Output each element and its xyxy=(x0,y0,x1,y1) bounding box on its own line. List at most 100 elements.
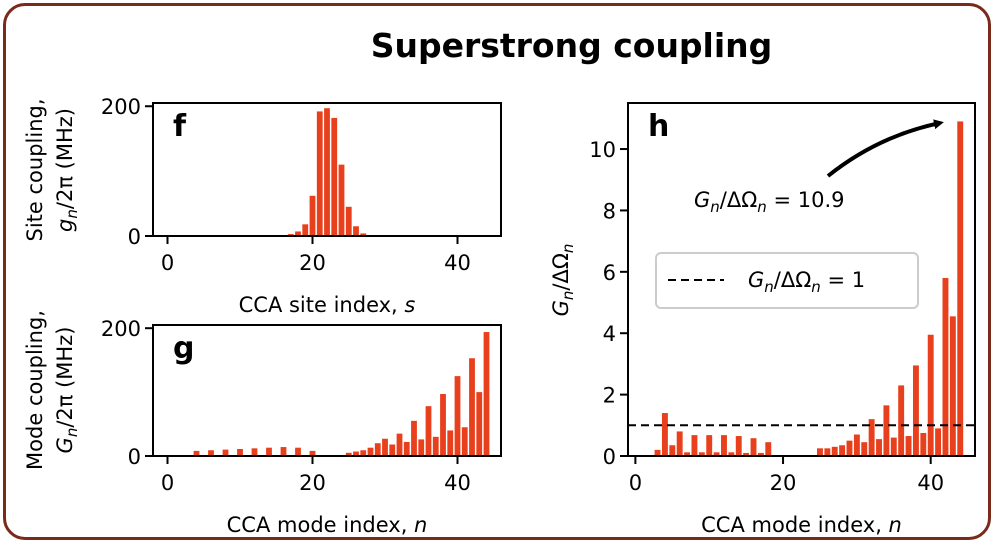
bar-h-7 xyxy=(684,452,691,456)
x-tick-label: 0 xyxy=(161,251,174,275)
x-tick-label: 20 xyxy=(299,471,326,495)
bar-g-41 xyxy=(461,427,468,456)
bar-g-12 xyxy=(251,448,258,456)
legend-box xyxy=(655,252,919,309)
x-tick-label: 0 xyxy=(161,471,174,495)
y-axis-label: Gn/ΔΩn xyxy=(549,244,577,317)
bar-h-3 xyxy=(654,449,661,456)
bar-g-27 xyxy=(360,450,367,456)
legend: Gn/ΔΩn = 1 xyxy=(655,252,919,309)
bar-g-25 xyxy=(345,452,352,456)
y-tick-label: 0 xyxy=(128,225,141,249)
panel-g: 0 20 40 0 200 g CCA mode index, n xyxy=(101,317,502,537)
panel-f: 0 20 40 0 200 f CCA site index, s xyxy=(101,95,502,317)
bar-h-36 xyxy=(898,385,905,456)
axes-frame-h xyxy=(627,102,976,457)
bar-f-26 xyxy=(353,226,359,236)
bar-f-22 xyxy=(324,108,330,236)
bar-g-10 xyxy=(237,448,243,456)
bar-h-28 xyxy=(839,445,846,456)
bar-g-43 xyxy=(476,392,483,456)
bar-h-26 xyxy=(824,448,831,456)
bar-h-40 xyxy=(927,334,934,456)
bar-f-24 xyxy=(338,164,345,236)
bar-h-42 xyxy=(942,277,949,456)
bar-h-25 xyxy=(817,448,823,456)
bar-h-18 xyxy=(765,442,772,456)
bar-f-20 xyxy=(309,195,316,236)
bar-f-18 xyxy=(295,231,301,236)
bar-h-8 xyxy=(691,435,698,456)
x-axis-label: CCA mode index, n xyxy=(227,513,428,537)
bar-g-29 xyxy=(374,443,381,456)
bar-h-11 xyxy=(713,452,720,456)
bar-g-4 xyxy=(193,450,200,456)
panel-label-g: g xyxy=(173,331,194,366)
y-tick-label: 0 xyxy=(128,445,141,469)
bar-h-34 xyxy=(883,405,890,456)
bar-g-44 xyxy=(483,332,490,456)
bar-g-32 xyxy=(396,433,403,456)
y-tick-label: 2 xyxy=(603,384,616,408)
bar-h-15 xyxy=(743,452,750,456)
bar-h-35 xyxy=(890,437,897,456)
y-axis-label-line2: Gn/2π (MHz) xyxy=(53,327,81,454)
bar-h-29 xyxy=(846,440,853,456)
bar-h-30 xyxy=(853,434,860,456)
x-tick-label: 20 xyxy=(770,471,797,495)
x-tick-label: 40 xyxy=(917,471,944,495)
bar-h-13 xyxy=(728,452,735,456)
bar-h-14 xyxy=(735,436,742,456)
axes-frame-f xyxy=(152,102,502,237)
y-tick-label: 200 xyxy=(101,317,141,341)
bar-h-10 xyxy=(706,435,713,456)
bar-h-27 xyxy=(831,446,838,456)
bar-h-38 xyxy=(912,365,919,456)
bar-g-28 xyxy=(367,447,374,456)
bar-g-40 xyxy=(454,376,461,456)
y-tick-label: 8 xyxy=(603,199,616,223)
bar-g-33 xyxy=(403,441,410,456)
y-tick-label: 6 xyxy=(603,261,616,285)
panel-label-h: h xyxy=(648,109,669,144)
bar-h-17 xyxy=(757,452,764,456)
y-tick-label: 4 xyxy=(603,322,616,346)
bar-f-23 xyxy=(331,117,338,236)
bar-h-5 xyxy=(669,445,676,456)
bar-g-8 xyxy=(222,449,229,456)
bar-h-43 xyxy=(949,316,956,456)
x-tick-label: 0 xyxy=(629,471,642,495)
bar-h-39 xyxy=(920,432,927,456)
bar-g-30 xyxy=(382,438,388,456)
y-axis-label-line2: gn/2π (MHz) xyxy=(53,108,81,232)
bar-g-35 xyxy=(418,439,425,456)
x-axis-label: CCA mode index, n xyxy=(701,513,902,537)
y-tick-label: 10 xyxy=(589,138,616,162)
x-tick-label: 40 xyxy=(444,471,471,495)
bar-h-31 xyxy=(861,442,868,456)
bar-h-9 xyxy=(698,452,705,456)
bar-g-37 xyxy=(432,436,439,456)
bar-h-44 xyxy=(957,121,964,456)
y-tick-label: 200 xyxy=(101,95,141,119)
bar-g-42 xyxy=(469,358,475,456)
bar-h-16 xyxy=(750,438,757,456)
y-tick-label: 0 xyxy=(603,445,616,469)
x-tick-label: 20 xyxy=(299,251,326,275)
bar-g-14 xyxy=(266,447,272,456)
bar-g-20 xyxy=(309,450,316,456)
figure-frame xyxy=(3,3,991,540)
bar-f-25 xyxy=(345,206,352,236)
figure-title: Superstrong coupling xyxy=(370,26,773,65)
bar-g-26 xyxy=(353,451,359,456)
bar-h-32 xyxy=(868,419,875,456)
bar-f-27 xyxy=(360,233,367,236)
bar-g-39 xyxy=(447,430,454,456)
bar-g-38 xyxy=(440,394,446,456)
bar-g-36 xyxy=(425,406,432,456)
bar-g-16 xyxy=(280,447,287,456)
bar-h-37 xyxy=(905,436,912,456)
y-axis-label-line1: Site coupling, xyxy=(23,98,47,241)
bar-f-21 xyxy=(316,111,323,236)
